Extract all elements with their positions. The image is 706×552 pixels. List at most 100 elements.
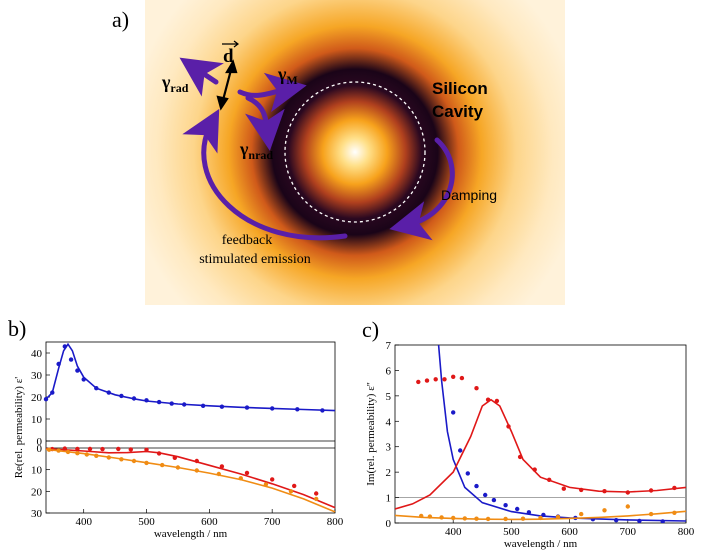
data-point-blue bbox=[465, 471, 470, 476]
data-point-orange bbox=[194, 468, 199, 473]
data-point-blue bbox=[156, 399, 162, 405]
series-line-blue bbox=[437, 345, 686, 522]
data-point-orange bbox=[503, 516, 508, 522]
data-point-red bbox=[100, 446, 105, 452]
panel-a-label: a) bbox=[112, 7, 129, 32]
y-tick-label: 20 bbox=[31, 486, 43, 498]
series-line-red bbox=[45, 447, 336, 509]
data-point-blue bbox=[526, 510, 532, 515]
data-point-orange bbox=[314, 496, 319, 502]
data-point-blue bbox=[219, 404, 225, 409]
data-point-orange bbox=[94, 453, 99, 458]
data-point-orange bbox=[175, 465, 181, 470]
data-point-orange bbox=[648, 511, 654, 517]
data-point-blue bbox=[244, 405, 250, 410]
data-point-blue bbox=[144, 398, 149, 403]
data-point-red bbox=[485, 397, 491, 402]
gamma-m-label: γM bbox=[277, 64, 298, 87]
data-point-orange bbox=[56, 448, 61, 453]
data-point-blue bbox=[458, 448, 463, 453]
data-point-orange bbox=[263, 482, 269, 487]
data-point-red bbox=[87, 446, 93, 452]
data-point-blue bbox=[119, 393, 124, 399]
data-point-red bbox=[75, 446, 80, 452]
feedback-label-line1: feedback bbox=[222, 233, 273, 248]
data-point-orange bbox=[462, 516, 467, 521]
y-tick-label: 2 bbox=[386, 467, 392, 479]
chart-b-frame bbox=[45, 341, 336, 514]
gamma-rad-arrow-icon bbox=[179, 57, 224, 97]
data-point-orange bbox=[238, 476, 243, 481]
chart-b-ylabel: Re(rel. permeability) ε' bbox=[13, 377, 25, 479]
data-point-blue bbox=[182, 402, 187, 407]
damping-arrow-icon bbox=[389, 137, 455, 241]
data-point-red bbox=[244, 470, 250, 476]
data-point-red bbox=[561, 486, 566, 491]
y-tick-label: 0 bbox=[37, 436, 43, 448]
data-point-blue bbox=[451, 410, 456, 415]
data-point-blue bbox=[56, 361, 61, 367]
data-point-blue bbox=[94, 386, 99, 391]
data-point-red bbox=[116, 446, 121, 452]
x-tick-label: 700 bbox=[264, 516, 281, 528]
data-point-orange bbox=[439, 515, 444, 520]
panel-b-label: b) bbox=[8, 316, 26, 341]
data-point-orange bbox=[288, 489, 294, 494]
y-tick-label: 4 bbox=[386, 416, 392, 428]
data-point-blue bbox=[541, 512, 546, 518]
data-point-blue bbox=[43, 397, 49, 402]
data-point-orange bbox=[106, 455, 112, 460]
data-point-blue bbox=[68, 357, 74, 362]
data-point-orange bbox=[75, 451, 80, 456]
y-tick-label: 10 bbox=[31, 414, 43, 426]
x-tick-label: 400 bbox=[75, 516, 92, 528]
data-point-blue bbox=[75, 368, 80, 373]
x-tick-label: 500 bbox=[503, 526, 520, 538]
gamma-rad-label: γrad bbox=[161, 72, 189, 95]
data-point-blue bbox=[106, 390, 112, 395]
data-point-red bbox=[532, 467, 537, 472]
data-point-red bbox=[424, 378, 430, 383]
data-point-orange bbox=[485, 516, 491, 522]
data-point-red bbox=[672, 485, 677, 491]
data-point-orange bbox=[579, 511, 584, 517]
data-point-red bbox=[625, 490, 630, 495]
feedback-arrow-icon bbox=[182, 108, 348, 241]
chart-b-xlabel: wavelength / nm bbox=[154, 528, 228, 540]
data-point-red bbox=[128, 447, 133, 452]
data-point-blue bbox=[81, 377, 86, 382]
y-tick-label: 20 bbox=[31, 392, 43, 404]
y-tick-label: 0 bbox=[386, 518, 392, 530]
data-point-orange bbox=[672, 510, 677, 515]
data-point-red bbox=[172, 455, 177, 460]
chart-c-ylabel: Im(rel. permeability) ε'' bbox=[365, 382, 377, 486]
data-point-red bbox=[144, 447, 149, 452]
series-line-red bbox=[395, 398, 686, 510]
cavity-label-line2: Cavity bbox=[432, 102, 484, 121]
decay-arrows bbox=[179, 57, 455, 241]
data-point-orange bbox=[216, 471, 221, 477]
x-tick-label: 400 bbox=[445, 526, 462, 538]
data-point-red bbox=[416, 379, 421, 385]
chart-c-xlabel: wavelength / nm bbox=[504, 538, 578, 550]
data-point-red bbox=[219, 464, 225, 469]
data-point-blue bbox=[200, 403, 206, 408]
y-tick-label: 6 bbox=[386, 365, 392, 377]
x-tick-label: 800 bbox=[678, 526, 695, 538]
data-point-blue bbox=[491, 497, 497, 503]
dipole-label: d bbox=[223, 46, 234, 67]
data-point-red bbox=[648, 488, 654, 493]
data-point-blue bbox=[637, 518, 642, 523]
data-point-red bbox=[459, 375, 465, 381]
data-point-blue bbox=[131, 396, 137, 401]
data-point-orange bbox=[419, 513, 424, 519]
y-tick-label: 3 bbox=[386, 442, 392, 454]
chart-c-frame bbox=[394, 344, 687, 524]
data-point-orange bbox=[474, 516, 479, 521]
data-point-red bbox=[451, 374, 456, 379]
series-line-orange bbox=[45, 448, 336, 513]
damping-label: Damping bbox=[441, 187, 497, 203]
data-point-orange bbox=[46, 447, 52, 452]
